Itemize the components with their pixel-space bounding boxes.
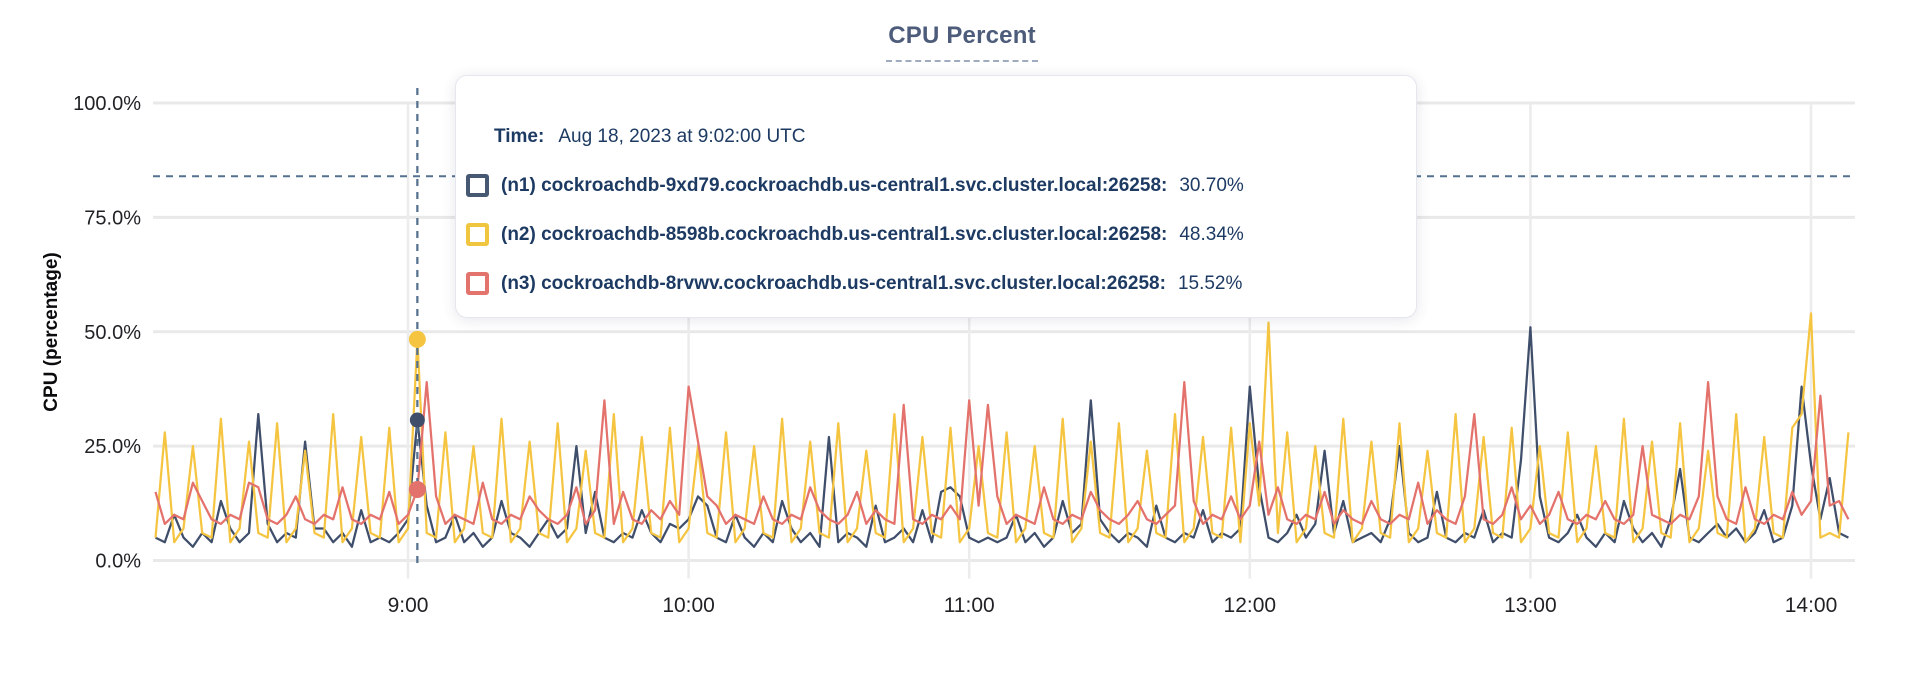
y-axis-title: CPU (percentage) xyxy=(41,252,62,411)
y-tick-label: 50.0% xyxy=(84,322,141,344)
tooltip-series-value: 30.70% xyxy=(1179,174,1244,196)
x-tick-label: 14:00 xyxy=(1785,594,1838,617)
hover-tooltip: Time: Aug 18, 2023 at 9:02:00 UTC (n1) co… xyxy=(455,75,1417,318)
y-tick-label: 100.0% xyxy=(73,93,141,115)
hover-point-n2 xyxy=(408,330,426,348)
x-tick-label: 11:00 xyxy=(944,594,995,617)
x-tick-label: 9:00 xyxy=(388,594,429,617)
y-tick-label: 25.0% xyxy=(84,436,141,458)
series-n1-swatch-icon xyxy=(466,174,489,197)
tooltip-series-label: (n2) cockroachdb-8598b.cockroachdb.us-ce… xyxy=(501,223,1168,245)
tooltip-time-label: Time: xyxy=(494,126,545,147)
tooltip-series-value: 48.34% xyxy=(1179,223,1244,245)
tooltip-time-row: Time: Aug 18, 2023 at 9:02:00 UTC xyxy=(494,126,1416,148)
tooltip-series-label: (n3) cockroachdb-8rvwv.cockroachdb.us-ce… xyxy=(501,272,1166,294)
series-n2-swatch-icon xyxy=(466,223,489,246)
tooltip-row-n1: (n1) cockroachdb-9xd79.cockroachdb.us-ce… xyxy=(466,174,1416,197)
series-line-n3 xyxy=(154,380,1850,526)
tooltip-series-label: (n1) cockroachdb-9xd79.cockroachdb.us-ce… xyxy=(501,174,1168,196)
tooltip-time-value: Aug 18, 2023 at 9:02:00 UTC xyxy=(558,126,806,147)
x-tick-label: 10:00 xyxy=(662,594,715,617)
hover-point-n1 xyxy=(409,412,425,428)
y-tick-label: 0.0% xyxy=(95,551,141,573)
series-n3-swatch-icon xyxy=(466,272,489,295)
tooltip-series-value: 15.52% xyxy=(1177,272,1243,294)
tooltip-row-n3: (n3) cockroachdb-8rvwv.cockroachdb.us-ce… xyxy=(466,272,1416,295)
tooltip-row-n2: (n2) cockroachdb-8598b.cockroachdb.us-ce… xyxy=(466,223,1416,246)
series-line-n1 xyxy=(155,326,1849,548)
x-tick-label: 12:00 xyxy=(1224,594,1277,617)
x-tick-label: 13:00 xyxy=(1504,594,1557,617)
chart-title: CPU Percent xyxy=(886,22,1038,62)
hover-point-n3 xyxy=(408,480,426,498)
y-tick-label: 75.0% xyxy=(84,207,141,229)
series-line-n2 xyxy=(154,312,1850,544)
chart-header: CPU Percent xyxy=(0,22,1924,62)
